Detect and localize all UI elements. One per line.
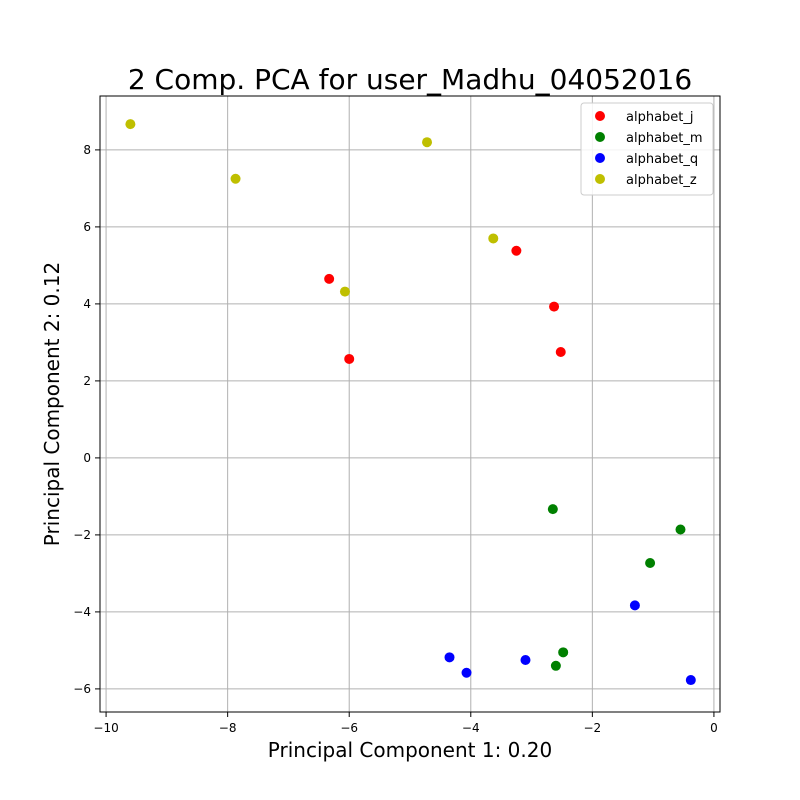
- data-point: [344, 353, 355, 364]
- legend-label: alphabet_m: [626, 131, 703, 146]
- data-points: [125, 119, 696, 686]
- data-point: [230, 173, 241, 184]
- series-alphabet_q: [444, 600, 696, 686]
- y-tick-label: 2: [83, 374, 91, 388]
- x-tick-label: −4: [462, 721, 480, 735]
- data-point: [685, 675, 696, 686]
- legend-label: alphabet_j: [626, 110, 694, 125]
- legend-box: [580, 102, 714, 196]
- y-tick-label: −4: [73, 605, 91, 619]
- data-point: [675, 524, 686, 535]
- data-point: [422, 137, 433, 148]
- x-tick-label: −6: [340, 721, 358, 735]
- legend-label: alphabet_q: [626, 152, 698, 167]
- legend-item: alphabet_z: [595, 173, 697, 188]
- x-tick-label: 0: [710, 721, 718, 735]
- y-tick-label: 4: [83, 297, 91, 311]
- legend-item: alphabet_j: [595, 110, 694, 125]
- data-point: [549, 301, 560, 312]
- data-point: [488, 233, 499, 244]
- legend-marker: [595, 153, 605, 163]
- data-point: [555, 347, 566, 358]
- y-axis-ticks: −6 −4 −2 0 2 4 6 8: [73, 143, 100, 696]
- data-point: [324, 273, 335, 284]
- legend-marker: [595, 132, 605, 142]
- data-point: [125, 119, 136, 130]
- data-point: [511, 245, 522, 256]
- legend-marker: [595, 111, 605, 121]
- series-alphabet_j: [324, 245, 566, 364]
- data-point: [550, 660, 561, 671]
- legend-item: alphabet_q: [595, 152, 698, 167]
- x-tick-label: −8: [219, 721, 237, 735]
- y-tick-label: −2: [73, 528, 91, 542]
- data-point: [339, 286, 350, 297]
- data-point: [520, 655, 531, 666]
- data-point: [444, 652, 455, 663]
- data-point: [558, 647, 569, 658]
- y-tick-label: −6: [73, 682, 91, 696]
- data-point: [629, 600, 640, 611]
- data-point: [461, 667, 472, 678]
- y-axis-label: Principal Component 2: 0.12: [40, 262, 64, 546]
- chart-title: 2 Comp. PCA for user_Madhu_04052016: [128, 63, 692, 96]
- x-tick-label: −10: [93, 721, 118, 735]
- legend-marker: [595, 174, 605, 184]
- x-axis-label: Principal Component 1: 0.20: [268, 738, 552, 762]
- series-alphabet_z: [125, 119, 499, 297]
- legend: alphabet_j alphabet_m alphabet_q alphabet_z: [580, 102, 714, 196]
- x-axis-ticks: −10 −8 −6 −4 −2 0: [93, 712, 718, 735]
- y-tick-label: 0: [83, 451, 91, 465]
- legend-item: alphabet_m: [595, 131, 703, 146]
- series-alphabet_m: [547, 504, 686, 671]
- y-tick-label: 6: [83, 220, 91, 234]
- x-tick-label: −2: [584, 721, 602, 735]
- y-tick-label: 8: [83, 143, 91, 157]
- legend-label: alphabet_z: [626, 173, 697, 188]
- plot-frame: [99, 95, 721, 713]
- data-point: [547, 504, 558, 515]
- data-point: [645, 558, 656, 569]
